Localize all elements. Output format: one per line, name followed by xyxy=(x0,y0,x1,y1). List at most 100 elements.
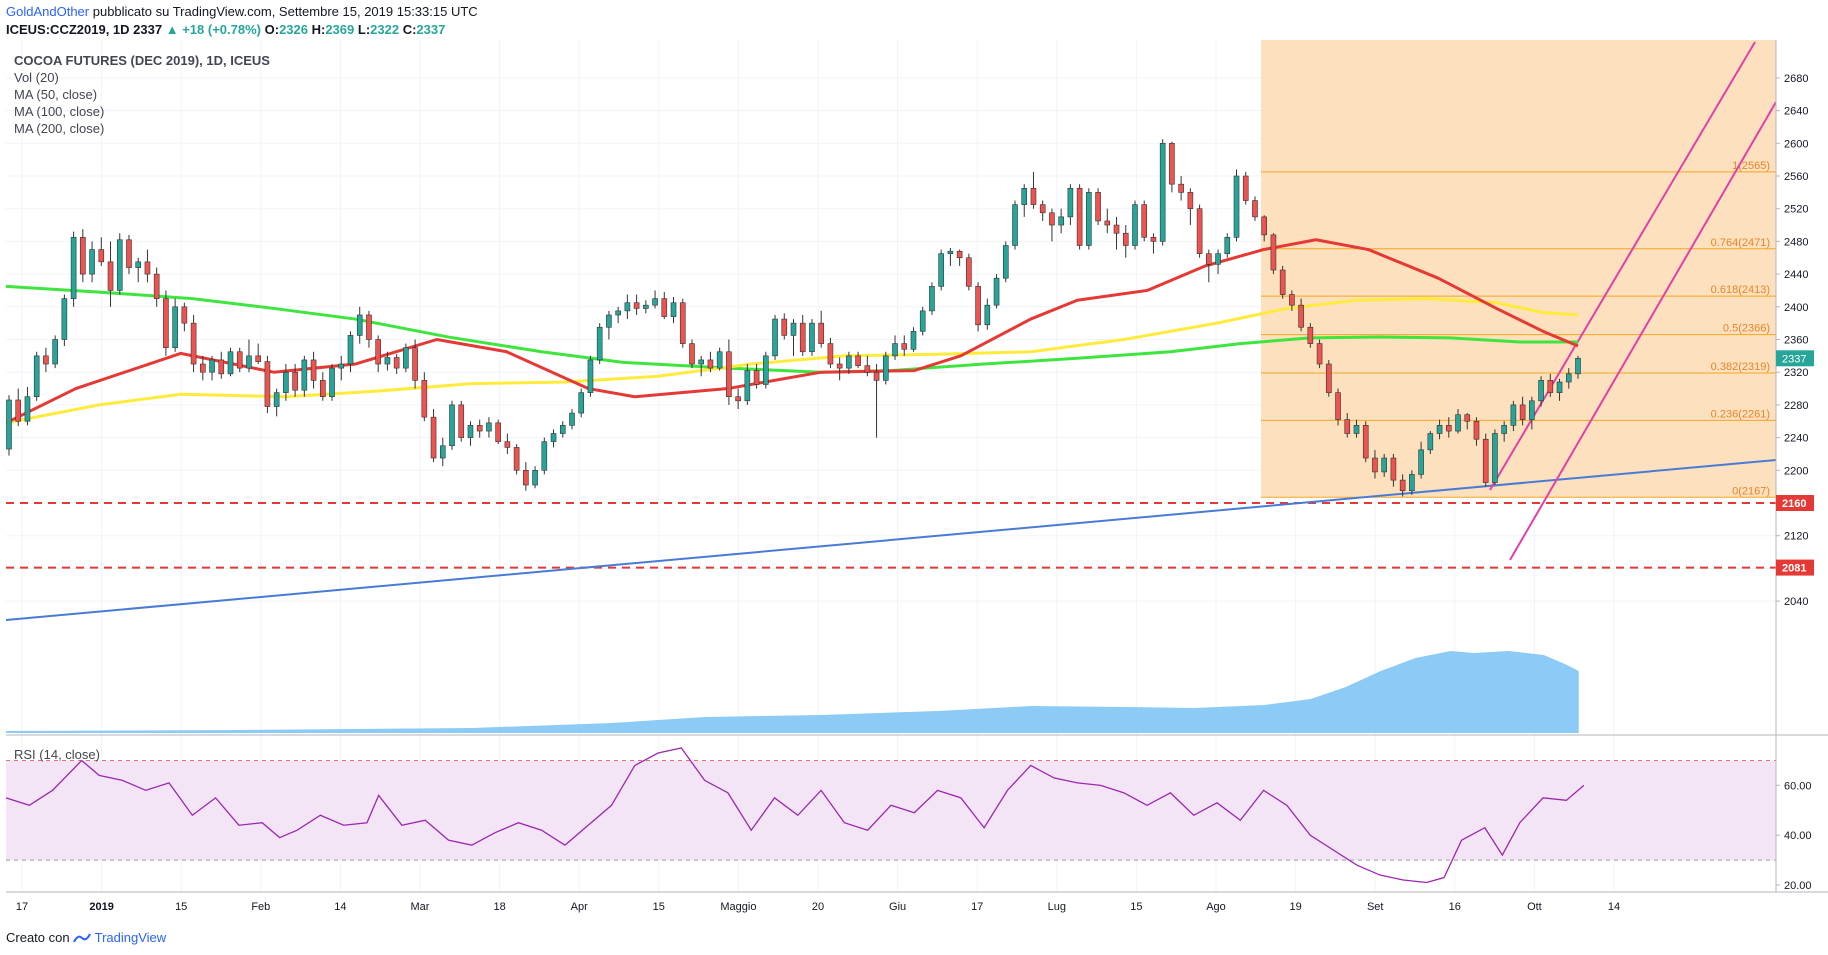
candle-body xyxy=(1012,204,1018,246)
close-label: C: xyxy=(402,22,417,37)
close-value: 2337 xyxy=(416,22,446,37)
candle-body xyxy=(1252,200,1258,218)
high-label: H: xyxy=(311,22,326,37)
candle-body xyxy=(458,404,465,438)
candle-body xyxy=(615,310,621,316)
candle-body xyxy=(1067,187,1074,218)
legend-vol[interactable]: Vol (20) xyxy=(14,70,59,85)
time-tick-label: 15 xyxy=(1130,901,1142,913)
candle-body xyxy=(153,273,160,299)
candle-body xyxy=(1335,392,1341,420)
candle-body xyxy=(1233,175,1240,238)
support-badge xyxy=(1776,559,1814,576)
support-label: 2081 xyxy=(1782,563,1806,575)
candle-body xyxy=(707,359,714,369)
legend-ma100[interactable]: MA (100, close) xyxy=(14,104,105,119)
rsi-label[interactable]: RSI (14, close) xyxy=(14,747,100,762)
time-axis: 17 2019 15 Feb 14 Mar 18 Apr 15 Maggio 20 Giu 17 Lug 1… xyxy=(16,901,1620,913)
candle-body xyxy=(550,433,557,442)
candle-body xyxy=(1206,253,1212,265)
ma100-line xyxy=(6,297,1579,425)
candle-body xyxy=(1455,414,1461,432)
candle-body xyxy=(1492,433,1498,483)
candle-body xyxy=(1086,192,1092,246)
candle-body xyxy=(606,314,612,328)
candle-body xyxy=(61,298,68,340)
candle-body xyxy=(753,370,760,385)
candle-body xyxy=(1529,400,1535,420)
price-tick-label: 2440 xyxy=(1784,269,1808,281)
fib-label: 0.618(2413) xyxy=(1711,284,1770,296)
candle-body xyxy=(1427,433,1434,451)
candle-body xyxy=(163,298,169,348)
candle-body xyxy=(652,298,658,306)
low-label: L: xyxy=(357,22,371,37)
candle-body xyxy=(1058,216,1064,226)
high-value: 2369 xyxy=(325,22,355,37)
candle-body xyxy=(846,355,852,369)
open-label: O: xyxy=(264,22,280,37)
candle-body xyxy=(1113,224,1120,234)
publish-line: GoldAndOther pubblicato su TradingView.c… xyxy=(6,4,478,20)
candle-body xyxy=(319,380,326,398)
candle-body xyxy=(1049,212,1055,226)
footer-brand[interactable]: TradingView xyxy=(94,930,167,945)
candle-body xyxy=(1316,343,1323,365)
channel-lower xyxy=(1509,101,1776,561)
candle-body xyxy=(412,347,418,381)
price-chart[interactable]: 1(2565)0.764(2471)0.618(2413)0.5(2366)0.… xyxy=(0,0,1828,920)
candle-body xyxy=(80,237,86,275)
candle-body xyxy=(467,425,474,438)
candle-body xyxy=(1538,380,1544,402)
candle-body xyxy=(33,355,40,398)
candle-body xyxy=(569,412,575,426)
publish-info: pubblicato su TradingView.com, Settembre… xyxy=(92,4,478,19)
candle-body xyxy=(227,351,234,375)
candle-body xyxy=(1482,438,1489,483)
candle-body xyxy=(1289,294,1295,306)
candle-body xyxy=(338,363,345,369)
candle-body xyxy=(1381,457,1387,473)
candle-body xyxy=(1002,245,1009,279)
legend-ma50[interactable]: MA (50, close) xyxy=(14,87,98,102)
price-tick-label: 2640 xyxy=(1784,106,1808,118)
candles xyxy=(6,139,1581,497)
time-tick-label: 2019 xyxy=(89,901,113,913)
candle-body xyxy=(190,322,197,365)
candle-body xyxy=(107,261,114,291)
candle-body xyxy=(1556,381,1563,393)
candle-body xyxy=(910,331,917,350)
candle-body xyxy=(135,261,142,268)
rsi-tick-label: 40.00 xyxy=(1784,830,1812,842)
time-tick-label: Giu xyxy=(889,901,906,913)
candle-body xyxy=(938,253,944,287)
candle-body xyxy=(864,365,871,373)
candle-body xyxy=(1122,232,1129,246)
author-link[interactable]: GoldAndOther xyxy=(6,4,90,19)
open-value: 2326 xyxy=(279,22,308,37)
candle-body xyxy=(366,314,372,340)
candle-body xyxy=(24,396,31,422)
candle-body xyxy=(1242,175,1249,201)
time-tick-label: 17 xyxy=(971,901,983,913)
candle-body xyxy=(799,322,806,353)
candle-body xyxy=(1261,216,1267,236)
price-tick-label: 2600 xyxy=(1784,138,1808,150)
candle-body xyxy=(956,250,963,259)
volume-series xyxy=(6,651,1579,733)
candle-body xyxy=(393,357,400,369)
candle-body xyxy=(15,399,22,422)
candle-body xyxy=(1141,204,1148,238)
candle-body xyxy=(929,286,935,312)
candle-body xyxy=(449,404,455,447)
legend-ma200[interactable]: MA (200, close) xyxy=(14,121,105,136)
candle-body xyxy=(670,302,677,317)
candle-body xyxy=(1399,479,1406,492)
candle-body xyxy=(993,277,1000,306)
candle-body xyxy=(947,250,954,254)
time-tick-label: 19 xyxy=(1289,901,1301,913)
candle-body xyxy=(1372,457,1378,473)
time-tick-label: 18 xyxy=(493,901,505,913)
candle-body xyxy=(523,469,529,486)
time-tick-label: Set xyxy=(1367,901,1384,913)
